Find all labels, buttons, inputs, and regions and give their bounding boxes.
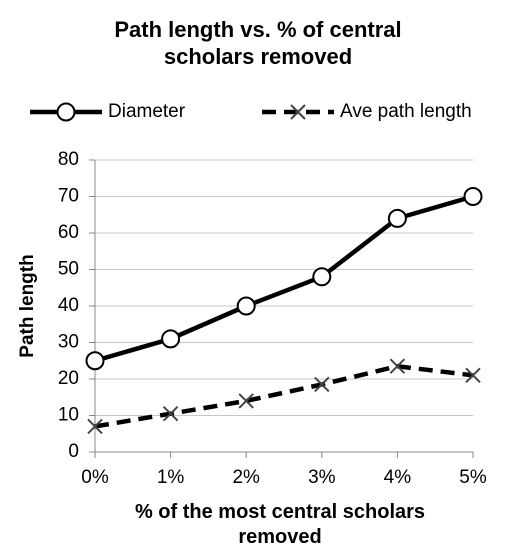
marker-stroke <box>162 405 179 422</box>
marker <box>314 376 330 393</box>
marker <box>463 187 483 206</box>
y-tick-label: 20 <box>58 368 79 389</box>
y-tick-label: 50 <box>58 259 79 280</box>
marker <box>465 367 481 384</box>
marker-stroke <box>87 418 103 435</box>
x-tick-label: 5% <box>459 467 487 488</box>
marker <box>87 418 103 435</box>
legend-marker <box>56 102 76 122</box>
marker-stroke <box>465 367 481 384</box>
legend-label: Diameter <box>108 101 186 122</box>
marker-stroke <box>238 393 254 409</box>
marker-stroke <box>389 358 406 374</box>
marker <box>238 393 254 409</box>
marker <box>312 267 332 287</box>
y-tick-label: 0 <box>68 441 79 462</box>
marker <box>162 405 179 422</box>
x-tick-label: 3% <box>308 467 336 488</box>
x-axis-label: % of the most central scholars removed <box>134 501 426 548</box>
y-tick-label: 30 <box>58 332 79 353</box>
legend-label: Ave path length <box>340 101 472 122</box>
marker <box>161 329 181 349</box>
line <box>94 194 474 363</box>
y-tick-label: 10 <box>58 405 79 426</box>
y-axis-label: Path length <box>17 254 38 357</box>
x-tick-label: 1% <box>157 467 185 488</box>
line <box>94 363 474 429</box>
x-tick-label: 4% <box>384 467 412 488</box>
marker <box>236 296 256 316</box>
y-tick-label: 80 <box>58 149 79 170</box>
x-tick-label: 2% <box>232 467 260 488</box>
y-tick-label: 40 <box>58 295 79 316</box>
marker <box>387 208 407 228</box>
legend-marker <box>290 104 306 120</box>
marker <box>85 351 105 371</box>
marker-stroke <box>314 376 330 393</box>
x-tick-label: 0% <box>81 467 109 488</box>
marker-stroke <box>290 104 306 120</box>
chart-title: Path length vs. % of central scholars re… <box>114 17 402 69</box>
marker <box>389 358 406 374</box>
y-tick-label: 70 <box>58 186 79 207</box>
y-tick-label: 60 <box>58 222 79 243</box>
